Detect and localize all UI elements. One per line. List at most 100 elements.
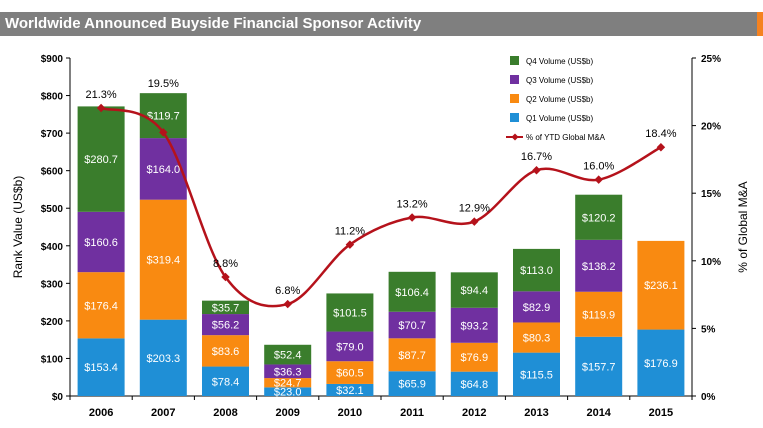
bar-q3-2011 xyxy=(388,311,436,339)
bar-label-q3-2007: $164.0 xyxy=(146,164,180,176)
bar-q3-2008 xyxy=(202,314,249,336)
x-tick-label: 2012 xyxy=(462,407,486,419)
title-accent xyxy=(757,12,763,36)
legend-swatch-marker xyxy=(511,133,519,141)
y-axis-title: Rank Value (US$b) xyxy=(11,176,25,279)
bar-q1-2012 xyxy=(450,371,498,396)
legend-swatch xyxy=(510,56,519,65)
line-point-2010 xyxy=(345,240,355,249)
legend-label: Q2 Volume (US$b) xyxy=(526,95,593,104)
x-tick-label: 2007 xyxy=(151,407,175,419)
y-tick-label: $0 xyxy=(52,392,64,403)
bar-label-q1-2014: $157.7 xyxy=(582,361,616,373)
bar-label-q2-2010: $60.5 xyxy=(336,368,364,380)
legend-label: Q4 Volume (US$b) xyxy=(526,57,593,66)
bar-label-q2-2011: $87.7 xyxy=(398,350,426,362)
y-tick-label: $700 xyxy=(41,129,64,140)
y2-tick-label: 25% xyxy=(701,54,721,65)
bar-label-q3-2013: $82.9 xyxy=(523,302,551,314)
x-tick-label: 2013 xyxy=(524,407,548,419)
bar-label-q4-2012: $94.4 xyxy=(461,285,489,297)
bar-q4-2013 xyxy=(513,248,560,292)
bar-label-q2-2015: $236.1 xyxy=(644,280,678,292)
line-label-2011: 13.2% xyxy=(396,199,427,211)
line-point-2014 xyxy=(594,175,603,184)
bar-q1-2008 xyxy=(202,366,249,396)
x-tick-label: 2009 xyxy=(275,407,299,419)
bar-q3-2009 xyxy=(264,364,312,379)
bar-q4-2010 xyxy=(326,293,374,332)
bar-q4-2011 xyxy=(388,271,436,312)
y-tick-label: $200 xyxy=(41,317,64,328)
title-bar: Worldwide Announced Buyside Financial Sp… xyxy=(0,12,763,36)
y-tick-label: $900 xyxy=(41,54,64,65)
bar-q3-2013 xyxy=(513,291,560,323)
y-tick-label: $100 xyxy=(41,354,64,365)
bar-label-q4-2013: $113.0 xyxy=(520,265,553,277)
x-tick-label: 2011 xyxy=(400,407,424,419)
bar-label-q4-2006: $280.7 xyxy=(84,154,118,166)
bar-q1-2011 xyxy=(388,371,436,396)
legend-swatch xyxy=(510,113,519,122)
bar-label-q2-2014: $119.9 xyxy=(582,309,615,321)
bar-label-q3-2008: $56.2 xyxy=(212,320,240,332)
line-point-2008 xyxy=(221,272,230,282)
bar-label-q2-2006: $176.4 xyxy=(84,300,118,312)
line-label-2015: 18.4% xyxy=(645,128,676,140)
bar-q1-2006 xyxy=(77,338,125,396)
bar-label-q1-2011: $65.9 xyxy=(398,379,426,391)
x-tick-label: 2014 xyxy=(586,407,611,419)
line-label-2014: 16.0% xyxy=(583,161,614,173)
bar-q2-2015 xyxy=(637,240,685,330)
bar-label-q2-2013: $80.3 xyxy=(523,333,551,345)
y-tick-label: $300 xyxy=(41,279,64,290)
legend-label: Q3 Volume (US$b) xyxy=(526,76,593,85)
y2-tick-label: 5% xyxy=(701,324,716,335)
bar-q2-2007 xyxy=(139,199,187,320)
bar-q1-2015 xyxy=(637,329,685,396)
legend-swatch xyxy=(510,94,519,103)
bar-label-q1-2009: $23.0 xyxy=(274,387,302,399)
y2-tick-label: 0% xyxy=(701,392,716,403)
line-label-2006: 21.3% xyxy=(85,89,116,101)
bar-q2-2010 xyxy=(326,361,374,384)
bar-label-q1-2012: $64.8 xyxy=(461,379,489,391)
bar-label-q2-2007: $319.4 xyxy=(146,255,180,267)
x-tick-label: 2008 xyxy=(213,407,237,419)
line-label-2008: 8.8% xyxy=(213,258,238,270)
bar-q3-2014 xyxy=(575,239,623,292)
bar-label-q4-2010: $101.5 xyxy=(333,307,367,319)
bar-q1-2009 xyxy=(264,387,312,396)
legend-label: % of YTD Global M&A xyxy=(526,133,606,142)
bar-label-q3-2006: $160.6 xyxy=(84,237,118,249)
bar-label-q1-2006: $153.4 xyxy=(84,362,118,374)
bar-label-q2-2009: $24.7 xyxy=(274,378,302,390)
bar-q2-2009 xyxy=(264,378,312,388)
line-point-2012 xyxy=(470,217,479,226)
bar-label-q3-2010: $79.0 xyxy=(336,341,364,353)
bar-q2-2013 xyxy=(513,322,560,353)
bar-q2-2011 xyxy=(388,338,436,372)
bar-label-q3-2014: $138.2 xyxy=(582,261,616,273)
bar-label-q1-2013: $115.5 xyxy=(520,369,553,381)
y-tick-label: $800 xyxy=(41,92,64,103)
line-label-2013: 16.7% xyxy=(521,151,552,163)
bar-label-q4-2009: $52.4 xyxy=(274,350,302,362)
bar-q4-2008 xyxy=(202,300,249,315)
y2-axis-title: % of Global M&A xyxy=(736,181,750,272)
legend-swatch xyxy=(510,75,519,84)
bar-q2-2012 xyxy=(450,342,498,372)
bar-q1-2013 xyxy=(513,352,560,396)
bar-q4-2012 xyxy=(450,272,498,308)
bar-label-q1-2007: $203.3 xyxy=(146,353,180,365)
bar-label-q4-2014: $120.2 xyxy=(582,212,616,224)
bar-label-q3-2012: $93.2 xyxy=(461,320,489,332)
pct-global-line xyxy=(100,106,662,308)
bar-label-q4-2007: $119.7 xyxy=(147,111,180,123)
bar-q1-2007 xyxy=(139,319,187,396)
line-point-2009 xyxy=(283,299,292,309)
line-point-2013 xyxy=(532,165,541,175)
bar-label-q1-2010: $32.1 xyxy=(336,385,364,397)
bar-label-q4-2011: $106.4 xyxy=(395,287,429,299)
bar-label-q1-2008: $78.4 xyxy=(212,376,240,388)
